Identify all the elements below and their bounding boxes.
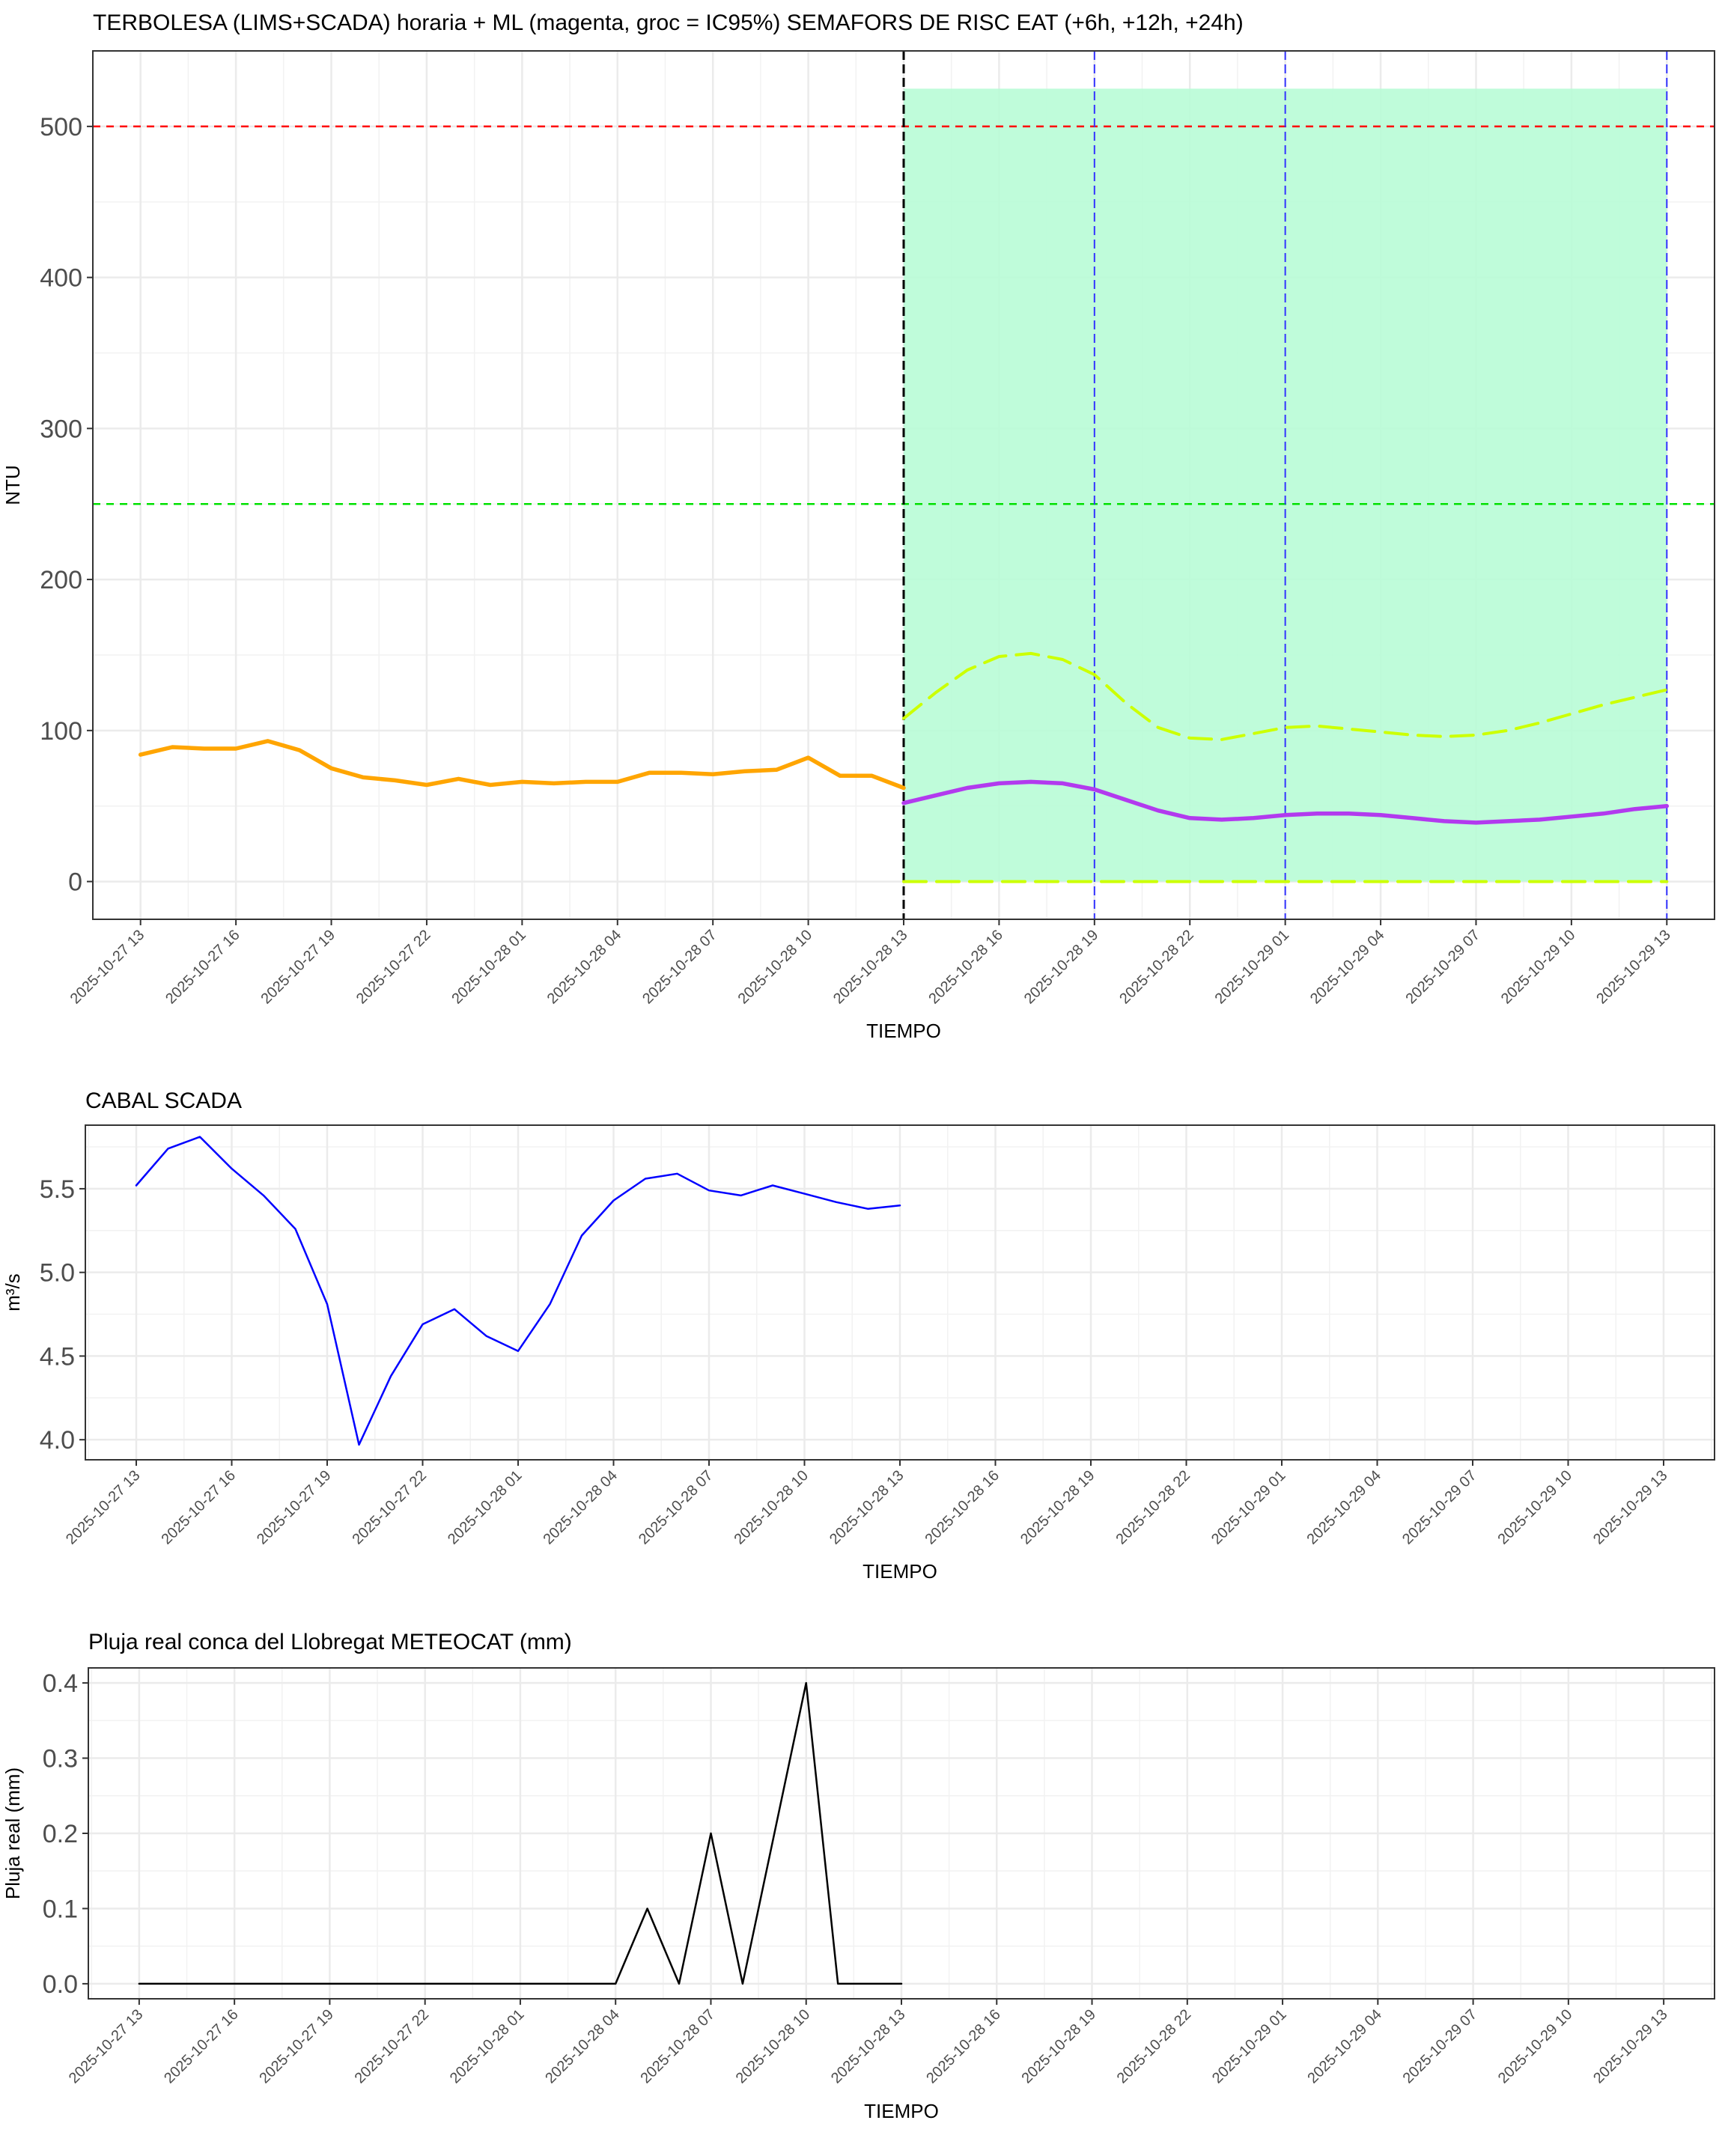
series-line-observed xyxy=(138,739,906,791)
x-tick-label: 2025-10-27 22 xyxy=(352,2006,433,2087)
y-tick-label: 100 xyxy=(40,717,82,746)
x-tick-label: 2025-10-27 16 xyxy=(161,2006,242,2087)
x-tick-label: 2025-10-27 19 xyxy=(256,2006,337,2087)
x-tick-label: 2025-10-28 22 xyxy=(1116,927,1197,1008)
plot-layers xyxy=(135,1136,901,1446)
x-tick-label: 2025-10-28 16 xyxy=(922,1467,1003,1548)
x-axis-label: TIEMPO xyxy=(866,1020,941,1042)
x-tick-label: 2025-10-27 13 xyxy=(66,2006,147,2087)
x-tick-label: 2025-10-28 13 xyxy=(828,2006,909,2087)
x-tick-label: 2025-10-27 22 xyxy=(353,927,434,1008)
x-tick-label: 2025-10-28 01 xyxy=(447,2006,528,2087)
y-tick-label: 4.5 xyxy=(40,1342,75,1371)
x-tick-label: 2025-10-29 07 xyxy=(1399,1467,1480,1548)
x-tick-label: 2025-10-28 13 xyxy=(827,1467,907,1548)
x-tick-label: 2025-10-28 19 xyxy=(1021,927,1102,1008)
series-line-forecast xyxy=(901,779,1670,825)
chart-title: Pluja real conca del Llobregat METEOCAT … xyxy=(88,1630,572,1654)
x-tick-label: 2025-10-27 19 xyxy=(258,927,339,1008)
x-tick-label: 2025-10-29 13 xyxy=(1590,2006,1671,2087)
x-tick-label: 2025-10-27 19 xyxy=(254,1467,335,1548)
x-tick-label: 2025-10-28 16 xyxy=(923,2006,1004,2087)
x-tick-label: 2025-10-27 13 xyxy=(63,1467,144,1548)
series-line-series-1 xyxy=(138,1681,903,1985)
x-tick-label: 2025-10-28 01 xyxy=(448,927,529,1008)
y-axis-label: m³/s xyxy=(1,1273,24,1312)
x-tick-label: 2025-10-28 10 xyxy=(731,1467,812,1548)
x-tick-label: 2025-10-28 19 xyxy=(1017,1467,1098,1548)
x-tick-label: 2025-10-29 04 xyxy=(1304,2006,1385,2087)
y-tick-label: 0.2 xyxy=(43,1820,78,1848)
y-tick-label: 4.0 xyxy=(40,1426,75,1455)
y-tick-label: 400 xyxy=(40,264,82,293)
y-tick-label: 0.0 xyxy=(43,1970,78,1999)
x-tick-label: 2025-10-28 10 xyxy=(733,2006,814,2087)
x-tick-label: 2025-10-29 07 xyxy=(1402,927,1483,1008)
x-tick-label: 2025-10-29 13 xyxy=(1590,1467,1671,1548)
x-tick-label: 2025-10-29 10 xyxy=(1498,927,1579,1008)
x-tick-label: 2025-10-29 01 xyxy=(1209,2006,1290,2087)
x-tick-label: 2025-10-29 10 xyxy=(1495,2006,1576,2087)
x-tick-label: 2025-10-28 16 xyxy=(925,927,1006,1008)
x-axis-label: TIEMPO xyxy=(864,2100,939,2122)
y-tick-label: 0.3 xyxy=(43,1745,78,1773)
x-tick-label: 2025-10-28 04 xyxy=(542,2006,623,2087)
x-tick-label: 2025-10-29 01 xyxy=(1212,927,1293,1008)
series-line-ic95_upper xyxy=(902,651,1669,741)
x-axis-label: TIEMPO xyxy=(862,1560,937,1583)
x-tick-label: 2025-10-27 16 xyxy=(162,927,243,1008)
x-tick-label: 2025-10-28 04 xyxy=(540,1467,621,1548)
x-tick-label: 2025-10-28 19 xyxy=(1019,2006,1100,2087)
y-tick-label: 0.1 xyxy=(43,1895,78,1923)
y-tick-label: 200 xyxy=(40,566,82,594)
x-tick-label: 2025-10-28 01 xyxy=(445,1467,526,1548)
y-tick-label: 0.4 xyxy=(43,1669,78,1698)
x-tick-label: 2025-10-27 22 xyxy=(349,1467,430,1548)
y-tick-label: 5.0 xyxy=(40,1259,75,1288)
y-tick-label: 500 xyxy=(40,113,82,141)
x-tick-label: 2025-10-28 04 xyxy=(544,927,625,1008)
x-tick-label: 2025-10-28 13 xyxy=(830,927,911,1008)
y-tick-label: 5.5 xyxy=(40,1175,75,1204)
y-axis-label: NTU xyxy=(1,465,24,505)
x-tick-label: 2025-10-29 10 xyxy=(1494,1467,1575,1548)
x-tick-label: 2025-10-28 22 xyxy=(1114,2006,1195,2087)
x-tick-label: 2025-10-27 13 xyxy=(67,927,148,1008)
chart-title: TERBOLESA (LIMS+SCADA) horaria + ML (mag… xyxy=(93,10,1244,35)
x-tick-label: 2025-10-28 07 xyxy=(636,1467,717,1548)
x-tick-label: 2025-10-29 13 xyxy=(1593,927,1674,1008)
x-tick-label: 2025-10-28 07 xyxy=(637,2006,718,2087)
x-tick-label: 2025-10-27 16 xyxy=(158,1467,239,1548)
plot-layers xyxy=(93,51,1715,919)
y-tick-label: 300 xyxy=(40,415,82,443)
series-line-series-1 xyxy=(135,1136,901,1446)
x-tick-label: 2025-10-28 10 xyxy=(735,927,816,1008)
x-tick-label: 2025-10-29 07 xyxy=(1400,2006,1481,2087)
x-tick-label: 2025-10-29 04 xyxy=(1303,1467,1384,1548)
x-tick-label: 2025-10-28 22 xyxy=(1113,1467,1193,1548)
x-tick-label: 2025-10-29 01 xyxy=(1208,1467,1289,1548)
chart-title: CABAL SCADA xyxy=(85,1088,242,1113)
y-tick-label: 0 xyxy=(68,868,82,897)
plot-layers xyxy=(138,1681,903,1985)
x-tick-label: 2025-10-29 04 xyxy=(1307,927,1388,1008)
y-axis-label: Pluja real (mm) xyxy=(1,1767,24,1899)
x-tick-label: 2025-10-28 07 xyxy=(639,927,720,1008)
